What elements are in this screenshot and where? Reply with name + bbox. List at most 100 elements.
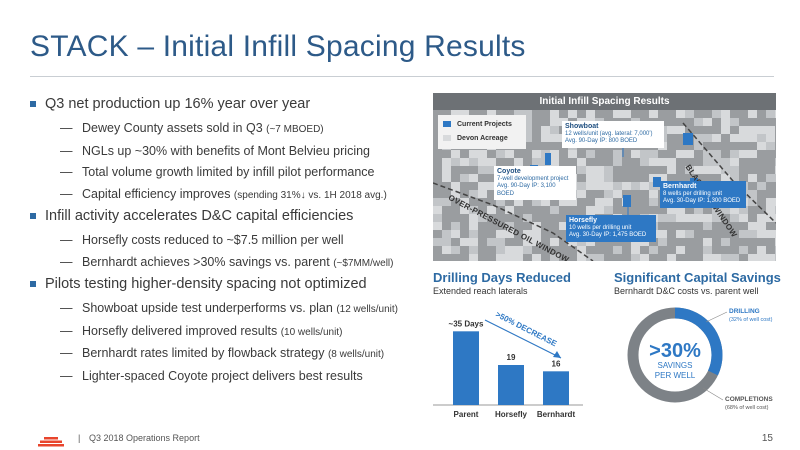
drilling-segment — [627, 307, 723, 403]
acreage-cell — [550, 134, 559, 142]
acreage-cell — [703, 238, 712, 246]
acreage-cell — [703, 134, 712, 142]
acreage-cell — [433, 238, 442, 246]
acreage-cell — [451, 158, 460, 166]
acreage-cell — [505, 206, 514, 214]
acreage-cell — [532, 238, 541, 246]
drilling-leader — [705, 311, 728, 323]
sub-bullet-text: Total volume growth limited by infill pi… — [82, 165, 375, 179]
acreage-cell — [505, 246, 514, 254]
acreage-cell — [577, 158, 586, 166]
acreage-cell — [523, 230, 532, 238]
acreage-cell — [631, 182, 640, 190]
acreage-cell — [676, 110, 685, 118]
acreage-cell — [469, 238, 478, 246]
acreage-cell — [595, 198, 604, 206]
bullet-item: Pilots testing higher-density spacing no… — [30, 274, 420, 294]
acreage-cell — [685, 230, 694, 238]
coyote-name: Coyote — [497, 168, 521, 175]
acreage-cell — [766, 110, 775, 118]
acreage-cell — [730, 134, 739, 142]
acreage-cell — [712, 110, 721, 118]
acreage-cell — [532, 254, 541, 261]
acreage-cell — [586, 174, 595, 182]
acreage-cell — [757, 126, 766, 134]
sub-bullet-item: — Horsefly costs reduced to ~$7.5 million… — [30, 230, 420, 252]
legend-devon-acreage: Devon Acreage — [443, 134, 508, 143]
bernhardt-callout: Bernhardt 8 wells per drilling unit Avg.… — [660, 181, 746, 208]
acreage-cell — [757, 214, 766, 222]
acreage-cell — [730, 150, 739, 158]
acreage-cell — [649, 246, 658, 254]
acreage-cell — [775, 214, 776, 222]
infill-map: Initial Infill Spacing Results Current P… — [433, 93, 776, 261]
sub-bullet-text: NGLs up ~30% with benefits of Mont Belvi… — [82, 143, 371, 158]
sub-bullet-text: Dewey County assets sold in Q3 — [82, 121, 267, 135]
acreage-cell — [496, 246, 505, 254]
acreage-cell — [694, 206, 703, 214]
acreage-cell — [514, 110, 523, 118]
acreage-cell — [595, 206, 604, 214]
acreage-cell — [649, 198, 658, 206]
sub-bullet-list: — Showboat upside test underperforms vs. … — [30, 298, 420, 387]
acreage-cell — [694, 142, 703, 150]
dash-marker: — — [60, 346, 73, 360]
bernhardt-ip: Avg. 30-Day IP: 1,300 BOED — [663, 198, 741, 204]
acreage-cell — [685, 110, 694, 118]
sub-bullet-item: — Total volume growth limited by infill p… — [30, 162, 420, 184]
acreage-cell — [775, 158, 776, 166]
project-marker — [545, 153, 551, 165]
acreage-cell — [775, 174, 776, 182]
acreage-cell — [478, 190, 487, 198]
acreage-cell — [487, 158, 496, 166]
acreage-cell — [694, 214, 703, 222]
sub-bullet-note: (10 wells/unit) — [280, 326, 343, 338]
sub-bullet-list: — Dewey County assets sold in Q3 (~7 MBOE… — [30, 118, 420, 206]
bernhardt-name: Bernhardt — [663, 183, 697, 190]
acreage-cell — [577, 166, 586, 174]
acreage-cell — [721, 110, 730, 118]
acreage-cell — [730, 214, 739, 222]
acreage-cell — [703, 118, 712, 126]
sub-bullet-item: — Showboat upside test underperforms vs. … — [30, 298, 420, 321]
acreage-cell — [478, 158, 487, 166]
acreage-cell — [487, 182, 496, 190]
acreage-cell — [775, 206, 776, 214]
acreage-cell — [658, 174, 667, 182]
acreage-cell — [586, 166, 595, 174]
acreage-cell — [757, 182, 766, 190]
acreage-cell — [595, 174, 604, 182]
acreage-cell — [505, 222, 514, 230]
page-number: 15 — [761, 433, 773, 444]
acreage-cell — [712, 254, 721, 261]
sub-bullet-text: Lighter-spaced Coyote project delivers b… — [82, 368, 363, 383]
acreage-cell — [541, 198, 550, 206]
acreage-cell — [559, 198, 568, 206]
acreage-cell — [460, 206, 469, 214]
acreage-cell — [766, 198, 775, 206]
acreage-cell — [748, 254, 757, 261]
acreage-cell — [442, 174, 451, 182]
acreage-cell — [613, 158, 622, 166]
acreage-cell — [496, 230, 505, 238]
acreage-cell — [496, 150, 505, 158]
project-marker — [653, 177, 661, 187]
acreage-cell — [775, 246, 776, 254]
acreage-cell — [442, 238, 451, 246]
sub-bullet-text: Bernhardt achieves >30% savings vs. pare… — [82, 254, 334, 269]
sub-bullet-item: — Bernhardt rates limited by flowback str… — [30, 343, 420, 366]
acreage-cell — [739, 126, 748, 134]
acreage-cell — [523, 134, 532, 142]
acreage-cell — [595, 166, 604, 174]
acreage-cell — [721, 174, 730, 182]
acreage-cell — [469, 222, 478, 230]
dash-marker: — — [60, 301, 73, 315]
acreage-cell — [604, 174, 613, 182]
acreage-cell — [469, 150, 478, 158]
acreage-cell — [613, 110, 622, 118]
category-label: Parent — [454, 410, 479, 419]
acreage-cell — [631, 246, 640, 254]
acreage-cell — [622, 182, 631, 190]
sub-bullet-item: — NGLs up ~30% with benefits of Mont Belv… — [30, 141, 420, 163]
acreage-cell — [523, 238, 532, 246]
